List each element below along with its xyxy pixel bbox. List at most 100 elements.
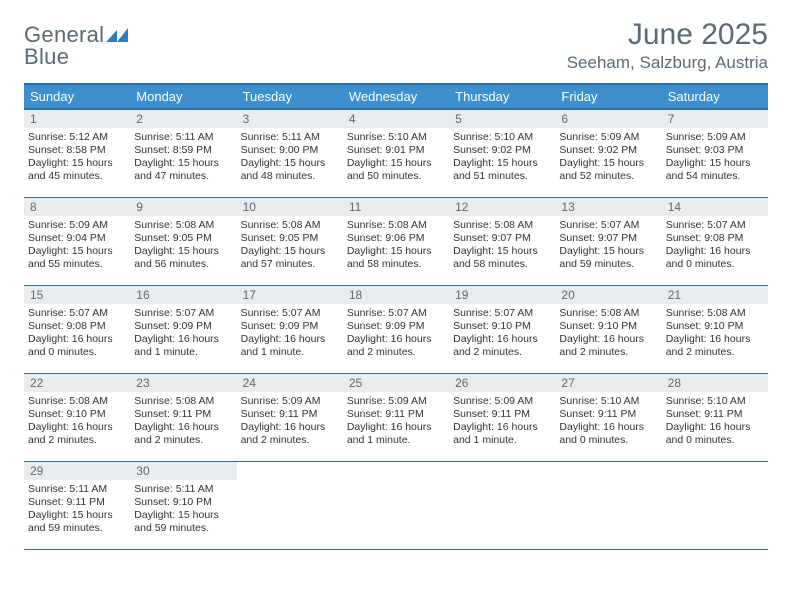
calendar-cell: 8Sunrise: 5:09 AMSunset: 9:04 PMDaylight… [24, 197, 130, 285]
calendar-row: 15Sunrise: 5:07 AMSunset: 9:08 PMDayligh… [24, 285, 768, 373]
day-body: Sunrise: 5:08 AMSunset: 9:10 PMDaylight:… [555, 304, 661, 364]
day-number: 11 [343, 198, 449, 216]
day-number: 3 [237, 110, 343, 128]
day-number: 30 [130, 462, 236, 480]
calendar-cell: .. [449, 461, 555, 549]
day-number: 8 [24, 198, 130, 216]
calendar-cell: 23Sunrise: 5:08 AMSunset: 9:11 PMDayligh… [130, 373, 236, 461]
logo: General Blue [24, 24, 128, 68]
weekday-monday: Monday [130, 84, 236, 109]
calendar-cell: .. [237, 461, 343, 549]
weekday-saturday: Saturday [662, 84, 768, 109]
calendar-row: 8Sunrise: 5:09 AMSunset: 9:04 PMDaylight… [24, 197, 768, 285]
day-number: 4 [343, 110, 449, 128]
day-number: 9 [130, 198, 236, 216]
day-body: Sunrise: 5:08 AMSunset: 9:07 PMDaylight:… [449, 216, 555, 276]
calendar-cell: 16Sunrise: 5:07 AMSunset: 9:09 PMDayligh… [130, 285, 236, 373]
day-body: Sunrise: 5:08 AMSunset: 9:10 PMDaylight:… [662, 304, 768, 364]
calendar-cell: 21Sunrise: 5:08 AMSunset: 9:10 PMDayligh… [662, 285, 768, 373]
day-body: Sunrise: 5:10 AMSunset: 9:11 PMDaylight:… [555, 392, 661, 452]
calendar-cell: 4Sunrise: 5:10 AMSunset: 9:01 PMDaylight… [343, 109, 449, 197]
day-body: Sunrise: 5:08 AMSunset: 9:05 PMDaylight:… [130, 216, 236, 276]
day-number: 26 [449, 374, 555, 392]
calendar-row: 22Sunrise: 5:08 AMSunset: 9:10 PMDayligh… [24, 373, 768, 461]
day-number: 10 [237, 198, 343, 216]
day-body: Sunrise: 5:11 AMSunset: 9:00 PMDaylight:… [237, 128, 343, 188]
day-body: Sunrise: 5:07 AMSunset: 9:09 PMDaylight:… [343, 304, 449, 364]
day-number: 17 [237, 286, 343, 304]
day-number: 12 [449, 198, 555, 216]
day-body: Sunrise: 5:07 AMSunset: 9:08 PMDaylight:… [24, 304, 130, 364]
calendar-cell: 7Sunrise: 5:09 AMSunset: 9:03 PMDaylight… [662, 109, 768, 197]
day-body: Sunrise: 5:09 AMSunset: 9:11 PMDaylight:… [449, 392, 555, 452]
day-number: 23 [130, 374, 236, 392]
day-body: Sunrise: 5:10 AMSunset: 9:02 PMDaylight:… [449, 128, 555, 188]
weekday-wednesday: Wednesday [343, 84, 449, 109]
title-block: June 2025 Seeham, Salzburg, Austria [567, 18, 768, 73]
day-number: 21 [662, 286, 768, 304]
calendar-row: 29Sunrise: 5:11 AMSunset: 9:11 PMDayligh… [24, 461, 768, 549]
location: Seeham, Salzburg, Austria [567, 53, 768, 73]
day-body: Sunrise: 5:07 AMSunset: 9:08 PMDaylight:… [662, 216, 768, 276]
day-number: 13 [555, 198, 661, 216]
day-number: 16 [130, 286, 236, 304]
month-title: June 2025 [567, 18, 768, 51]
day-number: 1 [24, 110, 130, 128]
calendar-cell: 14Sunrise: 5:07 AMSunset: 9:08 PMDayligh… [662, 197, 768, 285]
day-number: 20 [555, 286, 661, 304]
calendar-cell: 20Sunrise: 5:08 AMSunset: 9:10 PMDayligh… [555, 285, 661, 373]
calendar-cell: 24Sunrise: 5:09 AMSunset: 9:11 PMDayligh… [237, 373, 343, 461]
calendar-cell: 2Sunrise: 5:11 AMSunset: 8:59 PMDaylight… [130, 109, 236, 197]
weekday-header-row: Sunday Monday Tuesday Wednesday Thursday… [24, 84, 768, 109]
day-number: 14 [662, 198, 768, 216]
day-body: Sunrise: 5:07 AMSunset: 9:07 PMDaylight:… [555, 216, 661, 276]
day-number: 15 [24, 286, 130, 304]
day-body: Sunrise: 5:11 AMSunset: 9:11 PMDaylight:… [24, 480, 130, 540]
logo-text-2: Blue [24, 46, 128, 68]
day-body: Sunrise: 5:09 AMSunset: 9:11 PMDaylight:… [343, 392, 449, 452]
calendar-body: 1Sunrise: 5:12 AMSunset: 8:58 PMDaylight… [24, 109, 768, 549]
day-body: Sunrise: 5:12 AMSunset: 8:58 PMDaylight:… [24, 128, 130, 188]
day-number: 25 [343, 374, 449, 392]
day-number: 29 [24, 462, 130, 480]
day-number: 22 [24, 374, 130, 392]
day-number: 7 [662, 110, 768, 128]
day-body: Sunrise: 5:09 AMSunset: 9:11 PMDaylight:… [237, 392, 343, 452]
calendar-cell: 29Sunrise: 5:11 AMSunset: 9:11 PMDayligh… [24, 461, 130, 549]
day-body: Sunrise: 5:10 AMSunset: 9:01 PMDaylight:… [343, 128, 449, 188]
calendar-cell: .. [662, 461, 768, 549]
calendar-cell: 6Sunrise: 5:09 AMSunset: 9:02 PMDaylight… [555, 109, 661, 197]
day-body: Sunrise: 5:10 AMSunset: 9:11 PMDaylight:… [662, 392, 768, 452]
calendar-row: 1Sunrise: 5:12 AMSunset: 8:58 PMDaylight… [24, 109, 768, 197]
day-body: Sunrise: 5:08 AMSunset: 9:05 PMDaylight:… [237, 216, 343, 276]
day-body: Sunrise: 5:08 AMSunset: 9:11 PMDaylight:… [130, 392, 236, 452]
calendar-cell: 18Sunrise: 5:07 AMSunset: 9:09 PMDayligh… [343, 285, 449, 373]
calendar-cell: 3Sunrise: 5:11 AMSunset: 9:00 PMDaylight… [237, 109, 343, 197]
day-body: Sunrise: 5:11 AMSunset: 9:10 PMDaylight:… [130, 480, 236, 540]
calendar-cell: .. [343, 461, 449, 549]
day-number: 18 [343, 286, 449, 304]
day-body: Sunrise: 5:08 AMSunset: 9:10 PMDaylight:… [24, 392, 130, 452]
calendar-cell: 1Sunrise: 5:12 AMSunset: 8:58 PMDaylight… [24, 109, 130, 197]
calendar-cell: 11Sunrise: 5:08 AMSunset: 9:06 PMDayligh… [343, 197, 449, 285]
calendar-cell: 28Sunrise: 5:10 AMSunset: 9:11 PMDayligh… [662, 373, 768, 461]
logo-flag-icon [106, 24, 128, 46]
day-number: 27 [555, 374, 661, 392]
weekday-sunday: Sunday [24, 84, 130, 109]
day-body: Sunrise: 5:11 AMSunset: 8:59 PMDaylight:… [130, 128, 236, 188]
calendar-cell: .. [555, 461, 661, 549]
weekday-friday: Friday [555, 84, 661, 109]
weekday-thursday: Thursday [449, 84, 555, 109]
calendar-cell: 25Sunrise: 5:09 AMSunset: 9:11 PMDayligh… [343, 373, 449, 461]
day-body: Sunrise: 5:09 AMSunset: 9:02 PMDaylight:… [555, 128, 661, 188]
calendar-table: Sunday Monday Tuesday Wednesday Thursday… [24, 83, 768, 550]
calendar-cell: 22Sunrise: 5:08 AMSunset: 9:10 PMDayligh… [24, 373, 130, 461]
day-number: 5 [449, 110, 555, 128]
calendar-cell: 27Sunrise: 5:10 AMSunset: 9:11 PMDayligh… [555, 373, 661, 461]
calendar-cell: 17Sunrise: 5:07 AMSunset: 9:09 PMDayligh… [237, 285, 343, 373]
header: General Blue June 2025 Seeham, Salzburg,… [24, 18, 768, 73]
calendar-cell: 15Sunrise: 5:07 AMSunset: 9:08 PMDayligh… [24, 285, 130, 373]
calendar-cell: 26Sunrise: 5:09 AMSunset: 9:11 PMDayligh… [449, 373, 555, 461]
calendar-cell: 12Sunrise: 5:08 AMSunset: 9:07 PMDayligh… [449, 197, 555, 285]
day-number: 6 [555, 110, 661, 128]
